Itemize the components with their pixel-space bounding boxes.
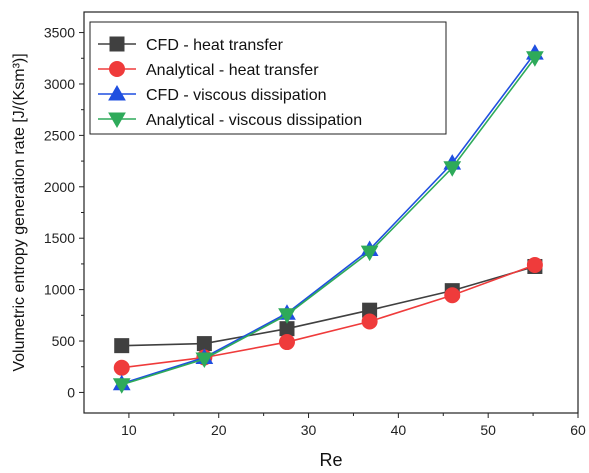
x-tick-label: 10 <box>121 422 137 438</box>
data-point-series-0 <box>114 338 130 354</box>
legend-label: Analytical - heat transfer <box>146 62 319 79</box>
data-point-series-3 <box>526 51 544 67</box>
data-point-series-3 <box>112 378 131 394</box>
legend-marker <box>108 112 126 129</box>
y-tick-label: 1500 <box>44 230 75 246</box>
y-tick-label: 2000 <box>44 179 75 195</box>
data-point-series-3 <box>278 308 296 324</box>
data-point-series-1 <box>278 334 295 351</box>
x-tick-label: 40 <box>391 422 407 438</box>
data-point-series-1 <box>113 359 130 376</box>
x-axis-label: Re <box>319 450 342 470</box>
series-line-3 <box>121 57 536 386</box>
legend-marker <box>108 84 126 101</box>
y-tick-label: 3500 <box>44 25 75 41</box>
series-line-0 <box>121 265 536 347</box>
legend-marker <box>109 61 125 77</box>
series-line-2 <box>121 52 536 385</box>
legend-label: Analytical - viscous dissipation <box>146 112 362 129</box>
x-tick-label: 60 <box>570 422 586 438</box>
data-point-series-1 <box>444 287 461 304</box>
x-tick-label: 30 <box>301 422 317 438</box>
y-tick-label: 3000 <box>44 76 75 92</box>
y-tick-label: 1000 <box>44 282 75 298</box>
data-point-series-1 <box>526 256 543 273</box>
data-point-series-3 <box>360 245 379 262</box>
data-point-series-1 <box>361 313 378 330</box>
legend: CFD - heat transfer Analytical - heat tra… <box>89 21 447 135</box>
data-point-series-3 <box>443 161 462 177</box>
data-point-series-3 <box>195 352 214 369</box>
legend-label: CFD - heat transfer <box>146 37 284 54</box>
x-tick-label: 20 <box>211 422 227 438</box>
y-axis-label: Volumetric entropy generation rate [J/(K… <box>11 53 28 371</box>
x-tick-label: 50 <box>480 422 496 438</box>
series-line-1 <box>121 264 536 369</box>
y-tick-label: 2500 <box>44 127 75 143</box>
y-tick-label: 0 <box>67 384 75 400</box>
legend-marker <box>109 36 125 52</box>
y-tick-label: 500 <box>52 333 76 349</box>
legend-label: CFD - viscous dissipation <box>146 87 327 104</box>
legend-box <box>89 21 447 135</box>
